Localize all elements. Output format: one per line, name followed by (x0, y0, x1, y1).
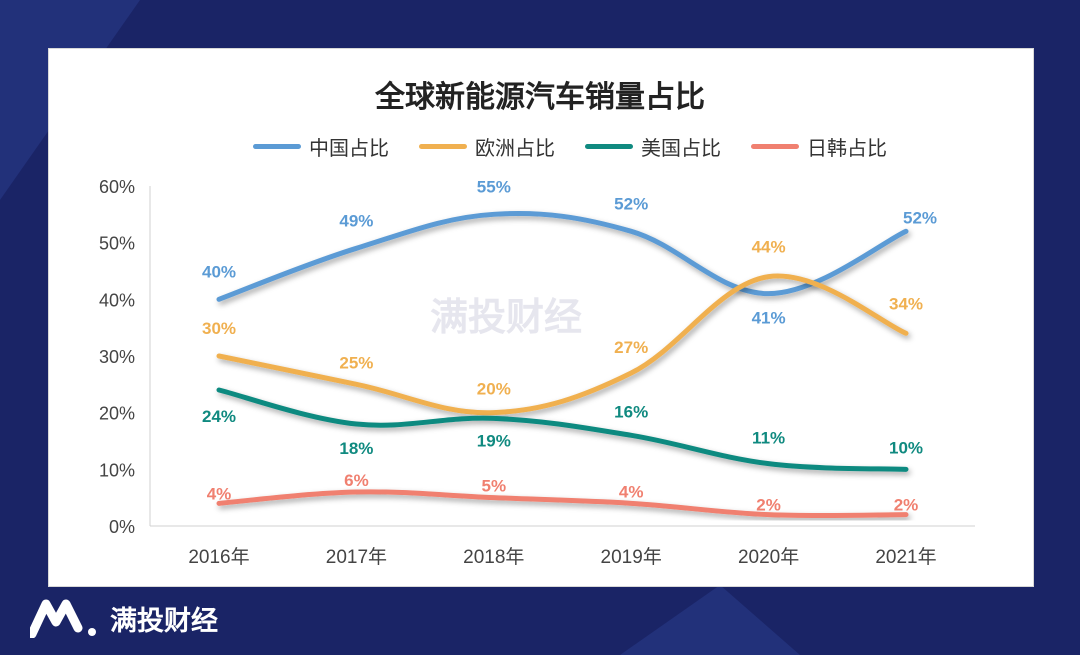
legend-swatch (585, 144, 633, 149)
brand: 满投财经 (30, 598, 218, 638)
brand-name: 满投财经 (110, 605, 218, 637)
y-tick-label: 50% (99, 234, 135, 254)
y-tick-label: 20% (99, 404, 135, 424)
data-label: 4% (207, 484, 232, 503)
data-label: 19% (477, 431, 511, 450)
legend-swatch (253, 144, 301, 149)
legend-swatch (419, 144, 467, 149)
data-label: 52% (614, 194, 648, 213)
data-label: 10% (889, 438, 923, 457)
x-tick-label: 2018年 (463, 546, 524, 568)
chart-title: 全球新能源汽车销量占比 (375, 80, 705, 115)
series-line-3 (216, 387, 909, 472)
y-tick-label: 30% (99, 347, 135, 367)
data-label: 4% (619, 482, 644, 501)
data-label: 2% (756, 496, 781, 515)
series-line-4 (216, 489, 909, 519)
data-label: 5% (482, 477, 507, 496)
data-label: 41% (752, 309, 786, 328)
data-label: 2% (894, 496, 919, 515)
legend-swatch (751, 144, 799, 149)
x-tick-label: 2019年 (601, 546, 662, 568)
legend: 中国占比 欧洲占比 美国占比 日韩占比 (253, 132, 887, 161)
legend-label: 日韩占比 (807, 136, 887, 160)
legend-item: 美国占比 (585, 132, 721, 161)
x-tick-label: 2020年 (738, 546, 799, 568)
y-tick-label: 10% (99, 460, 135, 480)
data-label: 44% (752, 238, 786, 257)
series-line-1 (216, 211, 909, 302)
data-label: 18% (339, 439, 373, 458)
data-label: 27% (614, 338, 648, 357)
data-label: 20% (477, 380, 511, 399)
data-label: 24% (202, 407, 236, 426)
watermark: 满投财经 (430, 295, 582, 339)
y-tick-label: 60% (99, 177, 135, 197)
data-label: 16% (614, 402, 648, 421)
legend-label: 美国占比 (641, 136, 721, 160)
legend-label: 欧洲占比 (475, 136, 555, 160)
x-tick-label: 2017年 (326, 546, 387, 568)
legend-item: 日韩占比 (751, 132, 887, 161)
x-tick-label: 2021年 (875, 546, 936, 568)
legend-item: 中国占比 (253, 132, 389, 161)
data-label: 55% (477, 177, 511, 196)
data-label: 40% (202, 262, 236, 281)
data-label: 52% (903, 208, 937, 227)
legend-label: 中国占比 (309, 136, 389, 160)
data-label: 6% (344, 471, 369, 490)
y-tick-label: 40% (99, 290, 135, 310)
data-label: 30% (202, 319, 236, 338)
series-line-2 (216, 273, 909, 416)
data-label: 25% (339, 353, 373, 372)
x-tick-label: 2016年 (188, 546, 249, 568)
legend-item: 欧洲占比 (419, 132, 555, 161)
y-tick-label: 0% (109, 517, 135, 537)
brand-logo-icon (30, 599, 96, 638)
data-label: 34% (889, 294, 923, 313)
data-label: 11% (752, 429, 785, 448)
data-label: 49% (339, 211, 373, 230)
